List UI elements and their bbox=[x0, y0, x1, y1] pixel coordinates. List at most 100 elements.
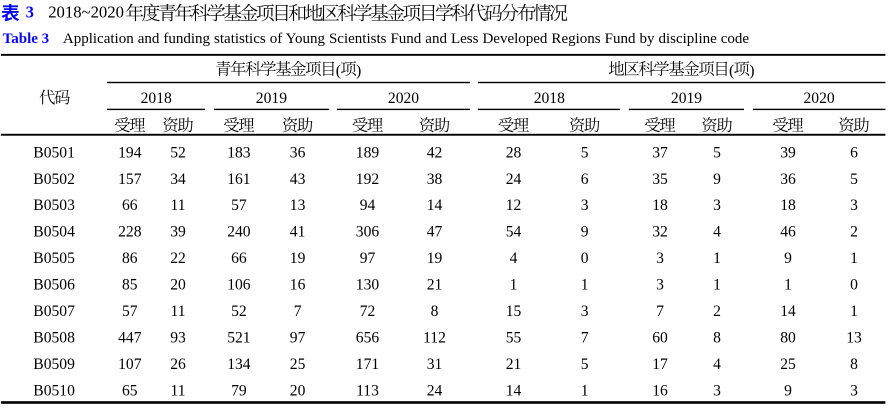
svg-text:134: 134 bbox=[227, 356, 251, 373]
svg-text:B0510: B0510 bbox=[33, 383, 75, 400]
svg-text:2020: 2020 bbox=[804, 90, 835, 107]
svg-text:B0506: B0506 bbox=[33, 277, 75, 294]
svg-text:42: 42 bbox=[427, 144, 443, 161]
svg-text:130: 130 bbox=[356, 277, 380, 294]
svg-text:72: 72 bbox=[360, 303, 376, 320]
svg-text:13: 13 bbox=[290, 197, 306, 214]
svg-text:25: 25 bbox=[290, 356, 306, 373]
svg-text:18: 18 bbox=[652, 197, 668, 214]
svg-text:228: 228 bbox=[118, 224, 142, 241]
svg-text:14: 14 bbox=[506, 383, 522, 400]
svg-text:9: 9 bbox=[581, 224, 589, 241]
svg-text:B0505: B0505 bbox=[33, 250, 75, 267]
svg-text:161: 161 bbox=[227, 171, 250, 188]
svg-text:Application and funding statis: Application and funding statistics of Yo… bbox=[63, 31, 750, 47]
svg-text:31: 31 bbox=[427, 356, 443, 373]
svg-text:1: 1 bbox=[850, 250, 858, 267]
svg-text:2018~2020: 2018~2020 bbox=[48, 2, 124, 21]
svg-text:46: 46 bbox=[780, 224, 796, 241]
svg-text:35: 35 bbox=[652, 171, 668, 188]
svg-text:171: 171 bbox=[356, 356, 379, 373]
svg-text:80: 80 bbox=[780, 330, 796, 347]
svg-text:B0507: B0507 bbox=[33, 303, 75, 320]
svg-text:): ) bbox=[749, 62, 754, 79]
svg-text:9: 9 bbox=[713, 171, 721, 188]
svg-text:39: 39 bbox=[780, 144, 796, 161]
svg-text:4: 4 bbox=[713, 356, 721, 373]
svg-text:65: 65 bbox=[122, 383, 138, 400]
svg-text:B0509: B0509 bbox=[33, 356, 75, 373]
svg-text:18: 18 bbox=[780, 197, 796, 214]
svg-text:113: 113 bbox=[356, 383, 379, 400]
svg-text:85: 85 bbox=[122, 277, 138, 294]
svg-text:13: 13 bbox=[846, 330, 862, 347]
svg-text:2018: 2018 bbox=[141, 90, 172, 107]
svg-text:6: 6 bbox=[581, 171, 589, 188]
svg-text:3: 3 bbox=[656, 250, 664, 267]
svg-text:3: 3 bbox=[713, 383, 721, 400]
svg-text:B0502: B0502 bbox=[33, 171, 75, 188]
svg-text:94: 94 bbox=[360, 197, 376, 214]
svg-text:189: 189 bbox=[356, 144, 380, 161]
svg-text:2: 2 bbox=[713, 303, 721, 320]
svg-text:7: 7 bbox=[294, 303, 302, 320]
svg-text:3: 3 bbox=[713, 197, 721, 214]
svg-text:3: 3 bbox=[656, 277, 664, 294]
svg-text:1: 1 bbox=[510, 277, 518, 294]
svg-text:9: 9 bbox=[784, 250, 792, 267]
svg-text:1: 1 bbox=[713, 250, 721, 267]
svg-text:21: 21 bbox=[506, 356, 522, 373]
svg-text:106: 106 bbox=[227, 277, 251, 294]
svg-text:24: 24 bbox=[427, 383, 443, 400]
svg-text:9: 9 bbox=[784, 383, 792, 400]
svg-text:55: 55 bbox=[506, 330, 522, 347]
svg-text:0: 0 bbox=[581, 250, 589, 267]
svg-text:41: 41 bbox=[290, 224, 306, 241]
svg-text:17: 17 bbox=[652, 356, 668, 373]
svg-text:5: 5 bbox=[581, 144, 589, 161]
svg-text:Table 3: Table 3 bbox=[3, 31, 50, 47]
svg-text:5: 5 bbox=[713, 144, 721, 161]
svg-text:19: 19 bbox=[290, 250, 306, 267]
svg-text:): ) bbox=[356, 62, 361, 79]
svg-text:14: 14 bbox=[427, 197, 443, 214]
svg-text:39: 39 bbox=[170, 224, 186, 241]
svg-text:(: ( bbox=[729, 62, 734, 79]
svg-text:66: 66 bbox=[122, 197, 138, 214]
svg-text:194: 194 bbox=[118, 144, 142, 161]
svg-text:16: 16 bbox=[652, 383, 668, 400]
svg-text:34: 34 bbox=[170, 171, 186, 188]
svg-text:656: 656 bbox=[356, 330, 380, 347]
svg-text:447: 447 bbox=[118, 330, 142, 347]
svg-text:157: 157 bbox=[118, 171, 142, 188]
svg-text:2018: 2018 bbox=[534, 90, 565, 107]
svg-text:25: 25 bbox=[780, 356, 796, 373]
svg-text:4: 4 bbox=[510, 250, 518, 267]
svg-text:5: 5 bbox=[850, 171, 858, 188]
svg-text:5: 5 bbox=[581, 356, 589, 373]
svg-text:2020: 2020 bbox=[388, 90, 419, 107]
svg-text:1: 1 bbox=[581, 277, 589, 294]
svg-text:1: 1 bbox=[713, 277, 721, 294]
svg-text:2019: 2019 bbox=[256, 90, 287, 107]
svg-text:19: 19 bbox=[427, 250, 443, 267]
svg-text:52: 52 bbox=[170, 144, 186, 161]
svg-text:37: 37 bbox=[652, 144, 668, 161]
svg-text:57: 57 bbox=[231, 197, 247, 214]
svg-text:3: 3 bbox=[581, 197, 589, 214]
svg-text:93: 93 bbox=[170, 330, 186, 347]
svg-text:183: 183 bbox=[227, 144, 251, 161]
svg-text:43: 43 bbox=[290, 171, 306, 188]
svg-text:2: 2 bbox=[850, 224, 858, 241]
svg-text:107: 107 bbox=[118, 356, 142, 373]
svg-text:28: 28 bbox=[506, 144, 522, 161]
svg-text:86: 86 bbox=[122, 250, 138, 267]
svg-text:3: 3 bbox=[581, 303, 589, 320]
svg-text:26: 26 bbox=[170, 356, 186, 373]
svg-text:1: 1 bbox=[784, 277, 792, 294]
svg-text:1: 1 bbox=[581, 383, 589, 400]
svg-text:60: 60 bbox=[652, 330, 668, 347]
svg-text:14: 14 bbox=[780, 303, 796, 320]
svg-text:B0504: B0504 bbox=[33, 224, 75, 241]
svg-text:0: 0 bbox=[850, 277, 858, 294]
